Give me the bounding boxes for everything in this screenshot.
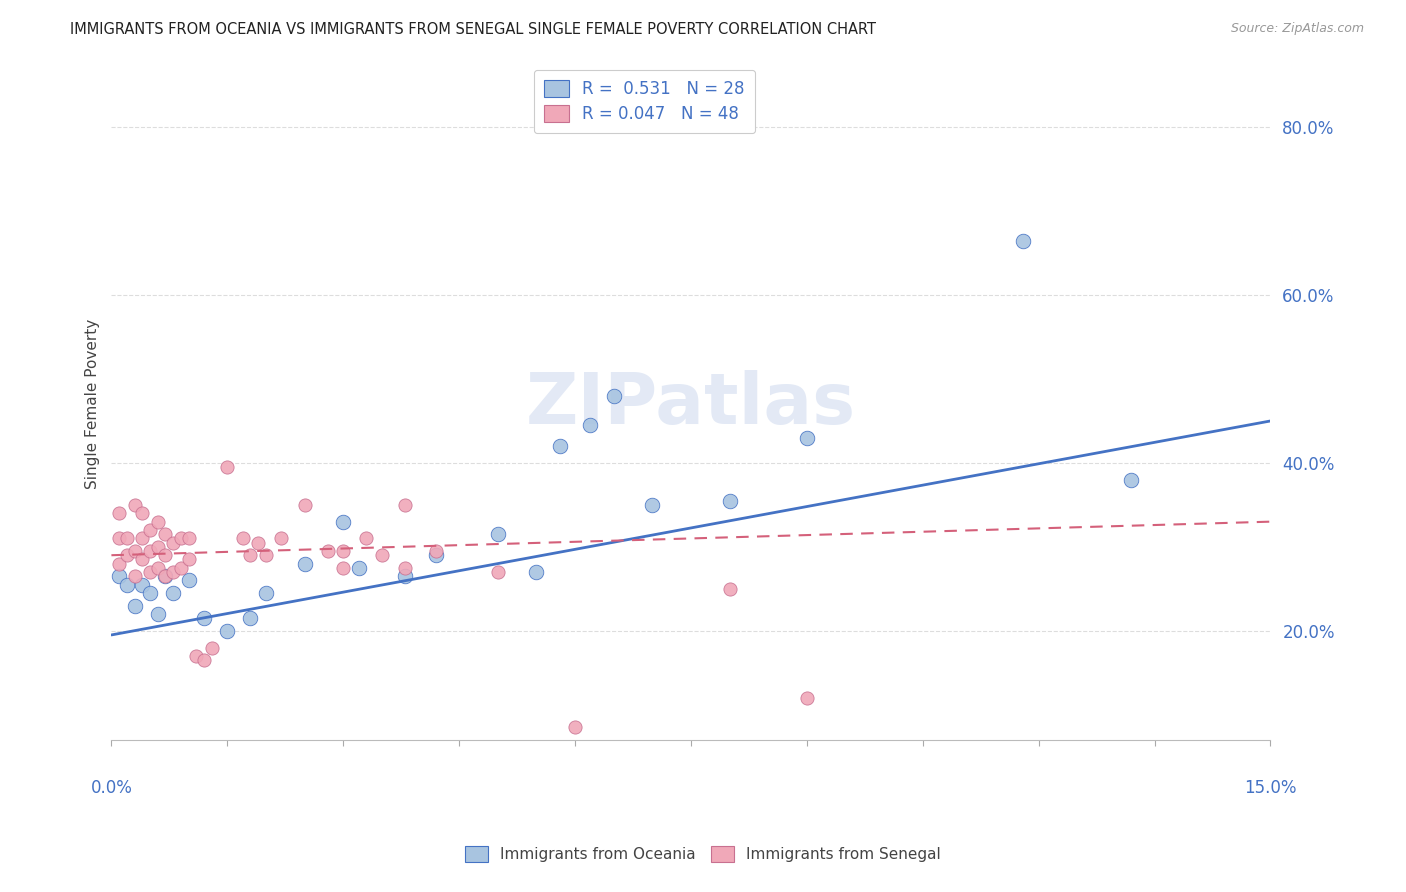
Point — [146, 540, 169, 554]
Legend: Immigrants from Oceania, Immigrants from Senegal: Immigrants from Oceania, Immigrants from… — [458, 840, 948, 868]
Point — [193, 653, 215, 667]
Point — [131, 552, 153, 566]
Text: 15.0%: 15.0% — [1244, 779, 1296, 797]
Point — [201, 640, 224, 655]
Point — [332, 544, 354, 558]
Point — [139, 586, 162, 600]
Point — [394, 561, 416, 575]
Point — [579, 418, 602, 433]
Point — [146, 561, 169, 575]
Point — [124, 599, 146, 613]
Point — [146, 515, 169, 529]
Text: ZIPatlas: ZIPatlas — [526, 369, 856, 439]
Point — [1012, 234, 1035, 248]
Point — [239, 611, 262, 625]
Point — [162, 565, 184, 579]
Point — [332, 561, 354, 575]
Point — [394, 498, 416, 512]
Point — [146, 607, 169, 621]
Point — [356, 532, 378, 546]
Point — [162, 535, 184, 549]
Point — [239, 548, 262, 562]
Point — [108, 569, 131, 583]
Point — [186, 648, 208, 663]
Point — [486, 565, 509, 579]
Point — [115, 532, 138, 546]
Point — [131, 506, 153, 520]
Point — [193, 611, 215, 625]
Point — [526, 565, 548, 579]
Point — [796, 690, 818, 705]
Point — [139, 544, 162, 558]
Point — [108, 532, 131, 546]
Point — [548, 439, 571, 453]
Point — [139, 523, 162, 537]
Point — [155, 527, 177, 541]
Point — [332, 515, 354, 529]
Point — [796, 431, 818, 445]
Point — [177, 532, 200, 546]
Point — [371, 548, 394, 562]
Point — [602, 389, 624, 403]
Point — [155, 569, 177, 583]
Point — [155, 548, 177, 562]
Point — [170, 532, 193, 546]
Point — [217, 624, 239, 638]
Point — [247, 535, 270, 549]
Text: IMMIGRANTS FROM OCEANIA VS IMMIGRANTS FROM SENEGAL SINGLE FEMALE POVERTY CORRELA: IMMIGRANTS FROM OCEANIA VS IMMIGRANTS FR… — [70, 22, 876, 37]
Point — [170, 561, 193, 575]
Point — [115, 577, 138, 591]
Point — [564, 720, 586, 734]
Point — [139, 565, 162, 579]
Point — [124, 569, 146, 583]
Point — [131, 577, 153, 591]
Point — [347, 561, 370, 575]
Point — [425, 548, 447, 562]
Point — [124, 544, 146, 558]
Point — [718, 582, 741, 596]
Point — [124, 498, 146, 512]
Point — [108, 506, 131, 520]
Point — [232, 532, 254, 546]
Point — [177, 574, 200, 588]
Y-axis label: Single Female Poverty: Single Female Poverty — [86, 319, 100, 490]
Point — [294, 557, 316, 571]
Point — [394, 569, 416, 583]
Point — [177, 552, 200, 566]
Legend: R =  0.531   N = 28, R = 0.047   N = 48: R = 0.531 N = 28, R = 0.047 N = 48 — [534, 70, 755, 133]
Point — [131, 532, 153, 546]
Point — [641, 498, 664, 512]
Point — [316, 544, 339, 558]
Point — [486, 527, 509, 541]
Point — [115, 548, 138, 562]
Point — [254, 548, 277, 562]
Point — [217, 460, 239, 475]
Point — [294, 498, 316, 512]
Point — [718, 493, 741, 508]
Text: Source: ZipAtlas.com: Source: ZipAtlas.com — [1230, 22, 1364, 36]
Point — [1121, 473, 1143, 487]
Text: 0.0%: 0.0% — [90, 779, 132, 797]
Point — [254, 586, 277, 600]
Point — [270, 532, 292, 546]
Point — [155, 569, 177, 583]
Point — [162, 586, 184, 600]
Point — [425, 544, 447, 558]
Point — [108, 557, 131, 571]
